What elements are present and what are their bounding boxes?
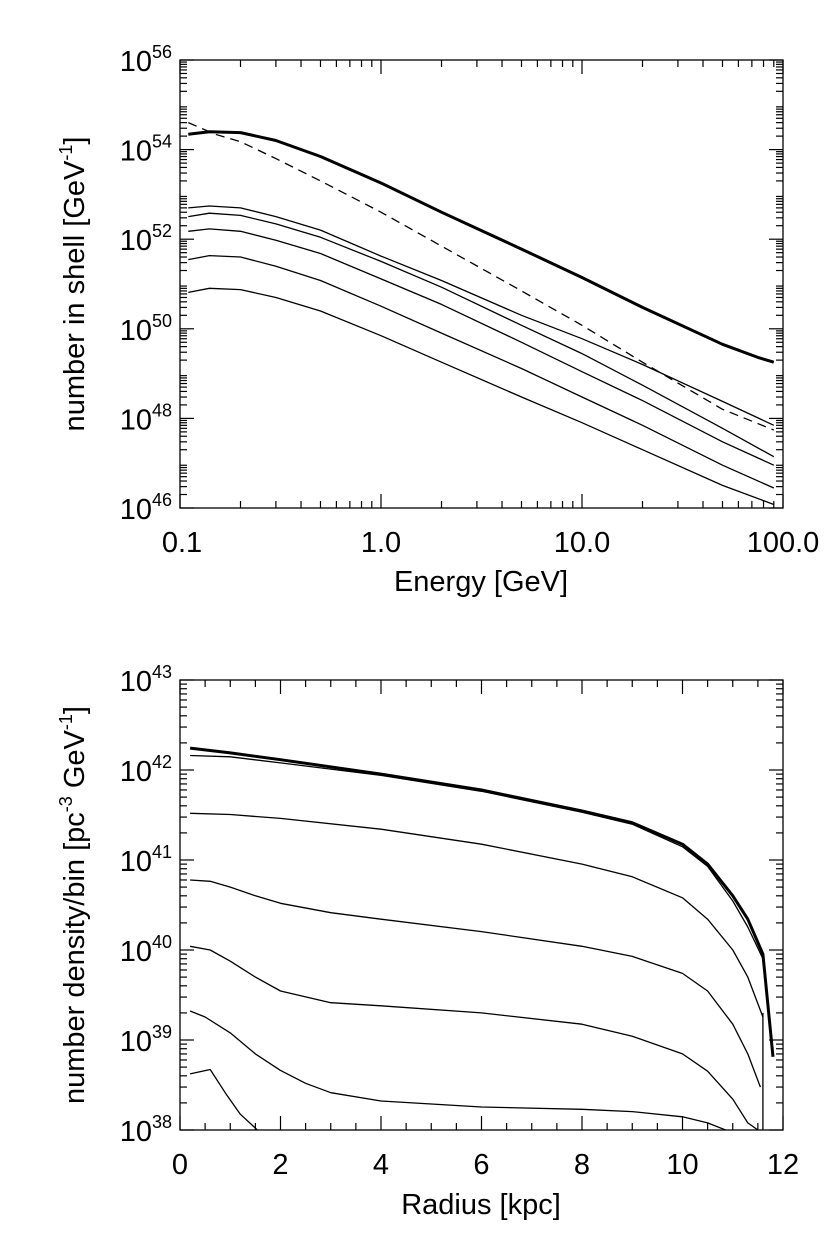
series-line-4: [190, 879, 762, 1088]
y-tick-exponent: 50: [152, 311, 172, 331]
series-line-7: [188, 287, 775, 506]
y-tick-exponent: 40: [152, 932, 172, 952]
x-tick-label: 12: [767, 1149, 799, 1181]
x-tick-label: 8: [574, 1149, 590, 1181]
x-tick-labels: 0 2 4 6 8 10 12: [172, 1149, 799, 1181]
y-axis-label-sup: -1: [56, 145, 76, 161]
y-tick-base: 10: [120, 225, 152, 257]
data-lines: [189, 746, 775, 1130]
y-axis-label-end: ]: [59, 137, 91, 145]
y-tick-label: 1054: [120, 132, 172, 168]
y-tick-label: 1041: [120, 842, 172, 878]
y-tick-label: 1050: [120, 311, 172, 347]
x-tick-label: 0.1: [162, 527, 202, 559]
x-tick-label: 4: [373, 1149, 389, 1181]
y-tick-label: 1048: [120, 400, 172, 436]
y-tick-base: 10: [120, 494, 152, 526]
x-tick-label: 10: [666, 1149, 698, 1181]
y-tick-exponent: 43: [152, 662, 172, 682]
y-axis-label-main: number density/bin [pc: [59, 812, 91, 1104]
y-tick-base: 10: [120, 404, 152, 436]
y-axis-label-sup2: -1: [56, 714, 76, 730]
y-axis-label-sup: -3: [56, 796, 76, 812]
series-line-1: [189, 746, 775, 1057]
series-line-3: [190, 812, 764, 1018]
y-tick-label: 1043: [120, 662, 172, 698]
y-tick-label: 1046: [120, 490, 172, 526]
data-lines: [188, 122, 775, 506]
x-axis-label: Radius [kpc]: [401, 1189, 561, 1221]
plot-frame: [179, 679, 784, 1131]
series-line-3: [188, 205, 775, 426]
x-tick-labels: 0.1 1.0 10.0 100.0: [162, 527, 819, 559]
y-axis-label-main: number in shell [GeV: [59, 160, 91, 431]
y-tick-base: 10: [120, 756, 152, 788]
x-tick-label: 2: [272, 1149, 288, 1181]
series-line-2: [190, 754, 764, 959]
y-tick-label: 1040: [120, 932, 172, 968]
x-tick-label: 1.0: [361, 527, 401, 559]
y-tick-exponent: 46: [152, 490, 172, 510]
y-tick-exponent: 39: [152, 1022, 172, 1042]
y-tick-base: 10: [120, 846, 152, 878]
y-tick-base: 10: [120, 936, 152, 968]
x-tick-label: 6: [473, 1149, 489, 1181]
y-tick-exponent: 41: [152, 842, 172, 862]
series-line-5: [188, 228, 775, 466]
x-tick-label: 10.0: [554, 527, 610, 559]
y-tick-base: 10: [120, 1026, 152, 1058]
x-tick-label: 100.0: [747, 527, 820, 559]
x-axis-label: Energy [GeV]: [394, 566, 568, 598]
axis-ticks: [179, 59, 784, 509]
y-tick-exponent: 56: [152, 42, 172, 62]
y-tick-base: 10: [120, 136, 152, 168]
y-tick-exponent: 38: [152, 1112, 172, 1132]
series-line-6: [189, 1010, 764, 1130]
y-tick-label: 1052: [120, 221, 172, 257]
y-tick-base: 10: [120, 315, 152, 347]
y-tick-exponent: 42: [152, 752, 172, 772]
y-tick-exponent: 52: [152, 221, 172, 241]
y-tick-label: 1038: [120, 1112, 172, 1148]
series-line-7: [189, 1068, 259, 1130]
series-line-5: [189, 945, 759, 1130]
y-tick-label: 1056: [120, 42, 172, 78]
x-tick-label: 0: [172, 1149, 188, 1181]
series-line-4: [188, 212, 775, 458]
energy-spectrum-panel: 0.1 1.0 10.0 100.0 104610481050105210541056…: [56, 42, 819, 598]
y-tick-base: 10: [120, 1116, 152, 1148]
axis-ticks: [179, 679, 784, 1131]
y-tick-exponent: 54: [152, 132, 172, 152]
y-axis-label: number in shell [GeV-1]: [56, 137, 91, 432]
y-tick-base: 10: [120, 46, 152, 78]
y-axis-label-end: ]: [59, 706, 91, 714]
y-axis-label-mid: GeV: [59, 729, 91, 796]
y-tick-label: 1039: [120, 1022, 172, 1058]
plot-frame: [179, 59, 784, 509]
series-line-6: [188, 254, 775, 489]
y-tick-base: 10: [120, 666, 152, 698]
y-tick-label: 1042: [120, 752, 172, 788]
y-tick-exponent: 48: [152, 400, 172, 420]
series-line-1: [188, 130, 775, 364]
y-axis-label: number density/bin [pc-3 GeV-1]: [56, 706, 91, 1104]
